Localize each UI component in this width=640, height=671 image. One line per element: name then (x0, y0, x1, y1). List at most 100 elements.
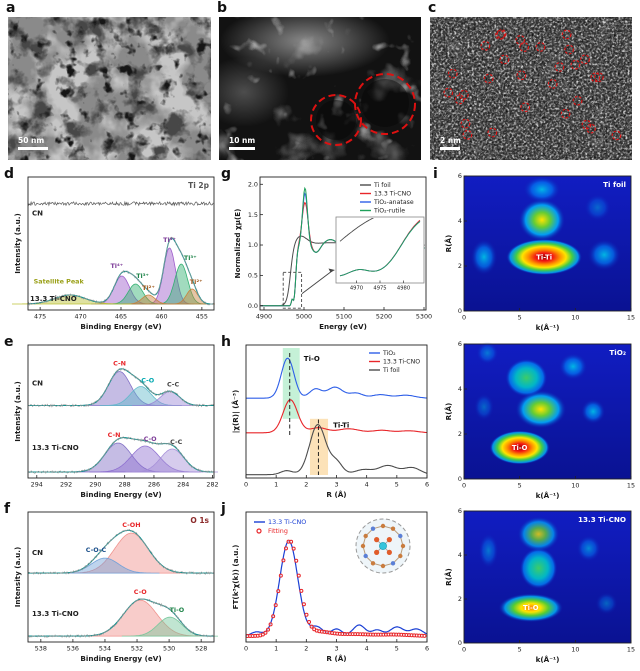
series-label: 13.3 Ti-CNO (32, 610, 79, 618)
single-atom-circle (495, 30, 505, 40)
svg-i3: Ti-O 13.3 Ti-CNO 0 5 10 15 0 2 4 6 k(Å⁻¹) R(Å) (444, 507, 635, 664)
series-label: CN (32, 380, 43, 388)
scale-bar-label: 2 nm (440, 136, 461, 145)
scale-bar-label: 10 nm (229, 136, 255, 145)
single-atom-circle (560, 108, 571, 119)
single-atom-circle (572, 95, 583, 106)
panel-label-i: i (433, 166, 438, 182)
svg-text:1.5: 1.5 (248, 211, 258, 219)
legend-label: TiO₂ (382, 350, 396, 357)
wt-peak-label: Ti-O (523, 604, 539, 612)
svg-text:10: 10 (571, 314, 579, 322)
label-ti-o: Ti-O (304, 355, 320, 363)
svg-f: C-OH C-O-C CN C-O Ti-O 13.3 Ti-CNO 538 536 534 53… (13, 511, 218, 663)
o-atom (386, 549, 392, 555)
haadf-image: 2 nm (430, 17, 632, 160)
svg-text:1.0: 1.0 (248, 241, 258, 249)
wt-blob (518, 198, 566, 242)
single-atom-circle (487, 127, 498, 138)
svg-text:0.5: 0.5 (248, 272, 258, 280)
svg-text:4975: 4975 (373, 286, 386, 292)
legend-label: 13.3 Ti-CNO (268, 518, 306, 526)
single-atom-circle (447, 68, 458, 79)
highlight-circle (354, 73, 416, 135)
svg-text:6: 6 (458, 172, 462, 180)
svg-text:0: 0 (462, 314, 466, 322)
svg-text:10: 10 (571, 646, 579, 654)
panel-label-f: f (4, 501, 11, 517)
chart-xanes: 4900 5000 5100 5200 5300 0.0 0.5 1.0 1.5 2.0 Energ… (230, 172, 432, 335)
svg-text:5: 5 (518, 646, 522, 654)
svg-text:6: 6 (458, 340, 462, 348)
series-label: CN (32, 549, 43, 557)
peak-label: C-OH (122, 521, 140, 529)
svg-j: 0 1 2 3 4 5 6 R (Å) FT(k³χ(k)) (a.u.) 13.3 Ti-CNO… (231, 511, 429, 663)
wt-blob (595, 592, 618, 615)
x-axis-label: k(Å⁻¹) (536, 491, 560, 500)
single-atom-circle (460, 118, 471, 129)
series-label: CN (32, 210, 43, 218)
peak-label: Ti-O (170, 606, 185, 614)
particle (361, 79, 409, 127)
haadf-image-svg: 2 nm (430, 17, 632, 160)
x-axis-label: R (Å) (326, 654, 346, 663)
single-atom-circle (581, 119, 592, 130)
peak-label: C-N (113, 360, 126, 368)
svg-text:2: 2 (458, 430, 462, 438)
plot-frame (27, 511, 215, 643)
svg-text:0: 0 (462, 482, 466, 490)
exafs-trace (246, 357, 427, 399)
arrow-head (328, 268, 335, 273)
svg-text:0.0: 0.0 (248, 302, 258, 310)
fitting-marker (260, 632, 265, 637)
svg-text:460: 460 (155, 313, 167, 321)
satellite-label: Satellite Peak (34, 277, 85, 285)
single-atom-circle (535, 42, 546, 52)
wt-blob (515, 390, 567, 429)
svg-text:4: 4 (365, 481, 369, 489)
y-axis-label: |χ(R)| (Å⁻³) (231, 390, 241, 434)
raw-data (27, 367, 215, 408)
panel-label-j: j (221, 501, 226, 517)
fitting-marker (273, 603, 278, 608)
fitting-marker (296, 573, 301, 578)
svg-text:5000: 5000 (296, 313, 312, 321)
series-label: 13.3 Ti-CNO (32, 444, 79, 452)
peak-label: C-C (167, 381, 179, 389)
svg-text:4: 4 (458, 551, 462, 559)
c-atom (390, 526, 396, 531)
svg-text:2.0: 2.0 (248, 180, 258, 188)
peak-label: C-O (144, 435, 157, 443)
svg-text:15: 15 (627, 314, 635, 322)
legend-label: 13.3 Ti-CNO (383, 359, 420, 366)
particle (316, 100, 356, 140)
exafs-trace (246, 424, 428, 476)
fitting-marker (304, 612, 309, 617)
svg-text:3: 3 (334, 481, 338, 489)
svg-text:4: 4 (458, 385, 462, 393)
svg-i1: Ti-Ti Ti foil 0 5 10 15 0 2 4 6 k(Å⁻¹) R(Å) (444, 172, 635, 332)
single-atom-circle (594, 72, 604, 83)
x-axis-label: k(Å⁻¹) (536, 323, 560, 332)
single-atom-circle (480, 40, 491, 51)
trace-cn (27, 200, 214, 207)
y-axis-label: Normalized χμ(E) (233, 209, 242, 279)
svg-text:1: 1 (274, 645, 278, 653)
raw-data (27, 528, 215, 576)
n-atom (398, 533, 403, 539)
svg-text:290: 290 (89, 481, 101, 489)
svg-text:5: 5 (518, 314, 522, 322)
single-atom-circle (519, 42, 529, 52)
peak-label: C-C (170, 438, 182, 446)
bright-region (219, 57, 289, 127)
fitting-marker (291, 546, 296, 551)
svg-text:4900: 4900 (256, 313, 272, 321)
o-atom (386, 537, 392, 543)
single-atom-circle (515, 35, 526, 45)
svg-text:15: 15 (627, 482, 635, 490)
peak-label: Ti⁴⁺ (163, 236, 176, 244)
fitting-marker (294, 558, 299, 563)
o-atom (374, 537, 380, 543)
single-atom-circle (459, 89, 469, 100)
svg-d: CN Ti⁴⁺ Ti³⁺ Ti²⁺ Ti⁴⁺ Ti³⁺ Ti²⁺ 13.3 Ti-CNO 475… (12, 176, 215, 331)
